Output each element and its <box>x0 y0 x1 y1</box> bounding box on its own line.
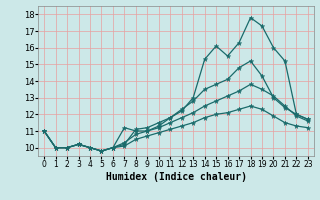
X-axis label: Humidex (Indice chaleur): Humidex (Indice chaleur) <box>106 172 246 182</box>
